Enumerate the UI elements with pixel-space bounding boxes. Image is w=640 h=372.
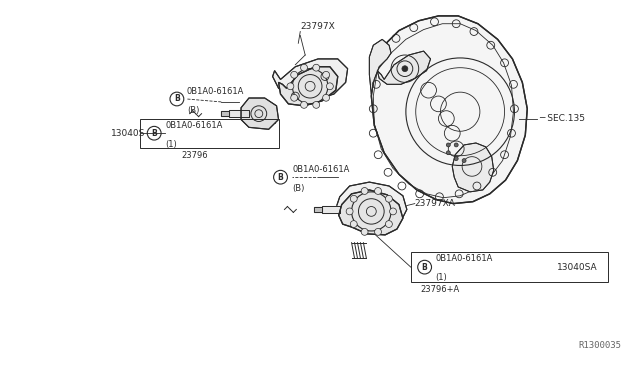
Circle shape — [385, 221, 392, 228]
Circle shape — [446, 151, 451, 155]
Polygon shape — [221, 111, 229, 116]
Circle shape — [454, 157, 458, 161]
Polygon shape — [229, 110, 249, 117]
Circle shape — [390, 208, 397, 215]
Polygon shape — [273, 59, 348, 100]
Text: B: B — [278, 173, 284, 182]
Circle shape — [374, 228, 381, 235]
Circle shape — [323, 94, 330, 101]
Polygon shape — [371, 16, 527, 203]
Text: 0B1A0-6161A: 0B1A0-6161A — [165, 121, 223, 130]
Polygon shape — [339, 190, 403, 235]
Text: R1300035: R1300035 — [578, 341, 621, 350]
Circle shape — [462, 158, 466, 163]
Text: 23796+A: 23796+A — [420, 285, 460, 294]
Text: 0B1A0-6161A: 0B1A0-6161A — [187, 87, 244, 96]
Circle shape — [301, 64, 307, 71]
Circle shape — [350, 195, 357, 202]
Text: (B): (B) — [292, 184, 305, 193]
Text: (1): (1) — [435, 273, 447, 282]
Circle shape — [313, 102, 320, 108]
Text: 0B1A0-6161A: 0B1A0-6161A — [435, 254, 493, 263]
Polygon shape — [377, 51, 431, 84]
Circle shape — [361, 228, 368, 235]
Circle shape — [385, 195, 392, 202]
Circle shape — [313, 64, 320, 71]
Circle shape — [301, 102, 307, 108]
Polygon shape — [369, 39, 391, 94]
Text: (1): (1) — [165, 140, 177, 149]
Circle shape — [402, 66, 408, 72]
Polygon shape — [452, 143, 493, 192]
Circle shape — [446, 143, 451, 147]
Circle shape — [350, 221, 357, 228]
Text: (B): (B) — [187, 106, 199, 115]
Polygon shape — [336, 182, 407, 227]
Circle shape — [291, 71, 298, 78]
Circle shape — [323, 71, 330, 78]
Text: ─ SEC.135: ─ SEC.135 — [539, 114, 585, 123]
Circle shape — [374, 187, 381, 195]
Circle shape — [346, 208, 353, 215]
Polygon shape — [322, 206, 340, 213]
Circle shape — [291, 94, 298, 101]
Text: 13040SA: 13040SA — [557, 263, 598, 272]
Circle shape — [361, 187, 368, 195]
Polygon shape — [278, 67, 338, 106]
Polygon shape — [241, 98, 278, 129]
Circle shape — [287, 83, 294, 90]
Text: B: B — [151, 129, 157, 138]
Polygon shape — [314, 207, 322, 212]
Text: 23797XA: 23797XA — [415, 199, 456, 208]
Text: 13040S: 13040S — [111, 129, 145, 138]
Text: B: B — [174, 94, 180, 103]
Text: 23797X: 23797X — [300, 22, 335, 31]
Circle shape — [326, 83, 333, 90]
Circle shape — [454, 143, 458, 147]
Text: B: B — [422, 263, 428, 272]
Text: 0B1A0-6161A: 0B1A0-6161A — [292, 165, 349, 174]
Text: 23796: 23796 — [182, 151, 209, 160]
